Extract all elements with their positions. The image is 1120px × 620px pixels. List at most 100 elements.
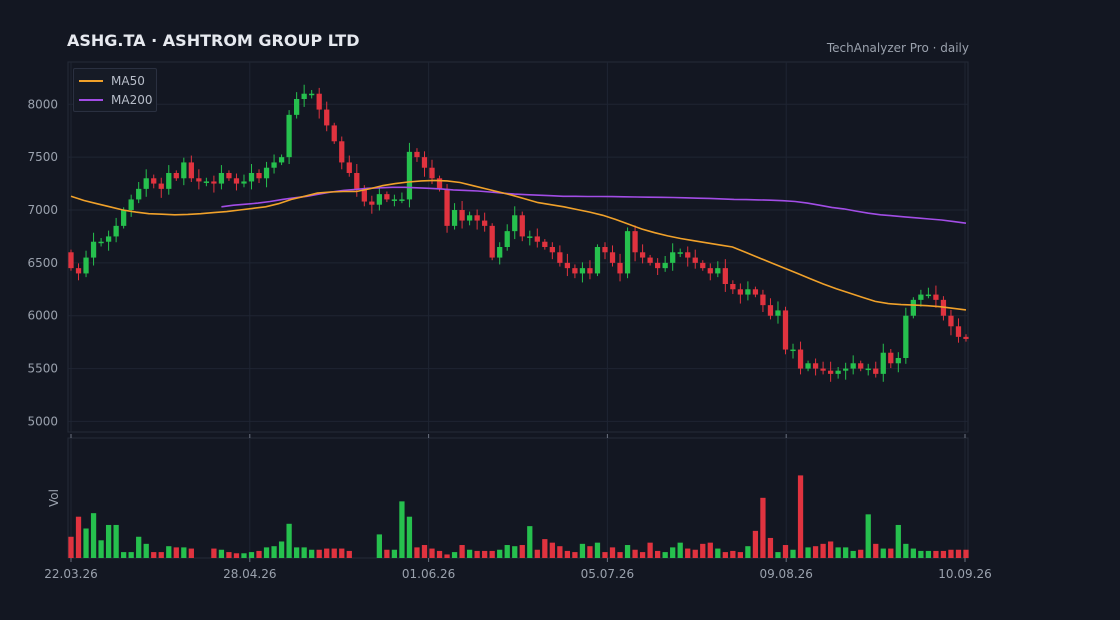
candle-body (512, 215, 518, 232)
volume-bar (850, 550, 856, 558)
volume-bar (211, 548, 217, 558)
legend-label-ma200: MA200 (111, 92, 153, 107)
y-tick-label: 6000 (27, 309, 58, 323)
ma50-swatch (79, 79, 103, 82)
y-tick-label: 8000 (27, 97, 58, 111)
candle-body (752, 289, 759, 295)
candle-body (888, 352, 894, 364)
volume-bar (143, 543, 149, 558)
candle-body (903, 315, 909, 358)
volume-bar (497, 549, 503, 558)
candle-body (797, 349, 804, 369)
candle-body (534, 236, 540, 242)
candle-body (933, 294, 939, 300)
candle-body (632, 231, 638, 253)
candle-body (700, 262, 706, 269)
volume-bar (948, 549, 954, 558)
candle-body (707, 268, 713, 274)
volume-bar (888, 548, 894, 558)
volume-bar (752, 530, 759, 558)
candle-body (519, 215, 525, 237)
volume-bar (685, 548, 691, 558)
candle-body (843, 368, 849, 371)
candle-body (136, 188, 142, 200)
candle-body (173, 173, 179, 179)
volume-bar (459, 545, 465, 558)
volume-bar (918, 550, 924, 558)
candle-body (474, 215, 480, 221)
candle-body (850, 363, 856, 369)
candle-body (895, 358, 901, 364)
volume-bar (737, 552, 744, 558)
candle-body (166, 173, 172, 189)
volume-bar (639, 552, 646, 558)
candle-body (271, 162, 277, 168)
candle-body (827, 370, 834, 374)
volume-bar (158, 552, 164, 558)
volume-bar (955, 549, 962, 558)
volume-bar (75, 516, 82, 558)
volume-bar (331, 548, 337, 558)
candle-body (963, 336, 969, 339)
candle-body (429, 167, 435, 179)
ma200-line (221, 186, 967, 224)
volume-bar (655, 550, 661, 558)
y-tick-label: 5500 (27, 362, 58, 376)
legend-item-ma200: MA200 (74, 90, 156, 109)
candle-body (587, 268, 593, 274)
candle-body (263, 167, 270, 179)
candle-body (324, 109, 330, 126)
volume-bar (406, 516, 413, 558)
volume-bar (248, 552, 255, 558)
volume-bar (925, 550, 932, 558)
candle-body (775, 310, 781, 316)
candle-body (331, 125, 337, 142)
candle-body (188, 162, 194, 179)
candle-body (278, 157, 285, 163)
volume-bar (474, 550, 480, 558)
y-tick-label: 5000 (27, 414, 58, 428)
candle-body (873, 368, 879, 374)
volume-bar (677, 542, 683, 558)
candle-body (196, 178, 202, 182)
x-tick-label: 01.06.26 (402, 567, 455, 581)
candle-body (339, 141, 345, 163)
candle-body (602, 247, 608, 253)
candle-body (143, 178, 149, 189)
y-tick-label: 7000 (27, 203, 58, 217)
candle-body (211, 181, 217, 184)
candle-body (812, 363, 819, 369)
volume-bar (587, 546, 593, 558)
candle-body (181, 162, 187, 179)
volume-bar (451, 552, 458, 558)
volume-bar (256, 550, 262, 558)
candle-body (399, 199, 405, 201)
volume-bar (880, 548, 886, 558)
candle-body (782, 310, 789, 350)
ma200-swatch (79, 98, 103, 101)
volume-bar (572, 552, 578, 558)
volume-bar (895, 524, 901, 558)
volume-bar (662, 552, 668, 558)
candle-body (617, 262, 623, 274)
volume-bar (940, 550, 947, 558)
candle-body (309, 93, 315, 96)
candle-body (835, 370, 841, 374)
volume-bar (903, 543, 909, 558)
candle-body (594, 247, 601, 274)
candle-body (639, 252, 646, 258)
y-tick-label: 6500 (27, 256, 58, 270)
candle-body (421, 157, 428, 168)
volume-bar (707, 542, 713, 558)
candle-body (489, 225, 495, 258)
candle-body (647, 257, 653, 263)
volume-axis-label: Vol (47, 489, 61, 507)
volume-bar (466, 549, 473, 558)
volume-bar (624, 545, 631, 558)
volume-bar (692, 549, 698, 558)
volume-bar (594, 542, 601, 558)
candle-body (760, 294, 766, 306)
volume-bar (324, 548, 330, 558)
x-tick-label: 10.09.26 (938, 567, 991, 581)
